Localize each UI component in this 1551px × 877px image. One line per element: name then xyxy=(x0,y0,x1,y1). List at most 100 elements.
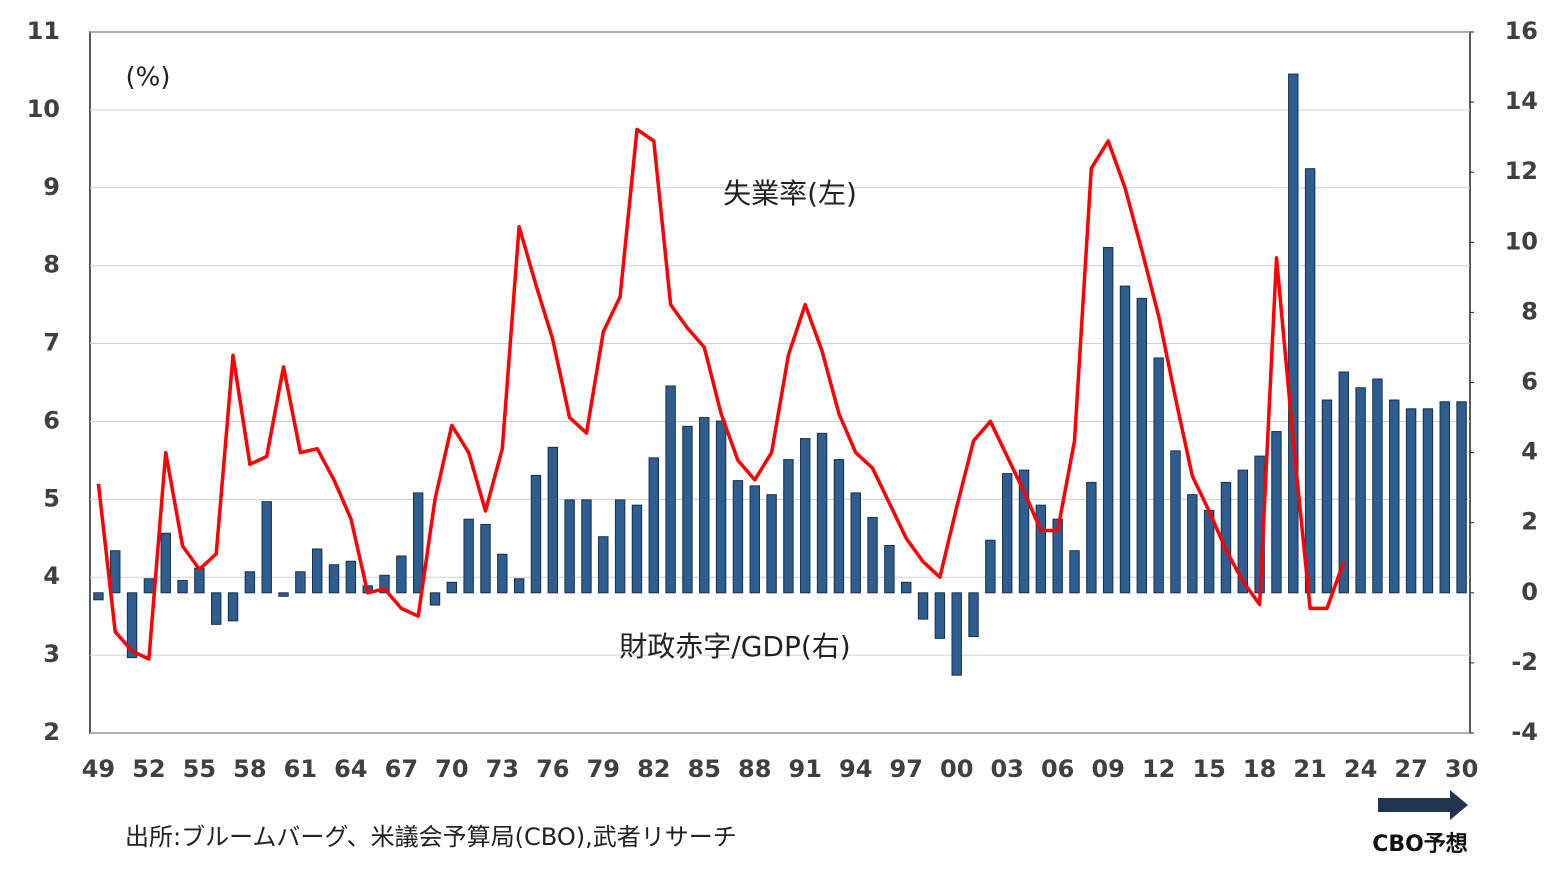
bar xyxy=(648,457,659,594)
bar xyxy=(968,592,979,638)
x-tick-label: 21 xyxy=(1293,755,1326,783)
x-tick-label: 85 xyxy=(688,755,721,783)
bar xyxy=(227,592,239,622)
bar xyxy=(396,555,407,594)
bar xyxy=(1389,399,1400,594)
y-tick-label: 2 xyxy=(43,718,60,746)
y-tick-label: 8 xyxy=(43,251,60,279)
series-label: 失業率(左) xyxy=(723,177,857,210)
bar xyxy=(1338,371,1349,594)
bar xyxy=(530,474,542,594)
y-tick-label: 7 xyxy=(43,329,60,357)
bar xyxy=(497,553,508,594)
bar xyxy=(1405,408,1417,594)
bar xyxy=(1119,285,1131,594)
bar xyxy=(1102,247,1114,594)
bar xyxy=(699,417,710,594)
bar xyxy=(884,544,895,594)
bar xyxy=(295,571,306,594)
bar xyxy=(278,592,289,597)
bar xyxy=(244,571,256,594)
bar xyxy=(715,420,727,594)
bar xyxy=(1237,469,1249,594)
x-tick-label: 15 xyxy=(1192,755,1225,783)
y2-tick-label: -4 xyxy=(1511,718,1538,746)
bar xyxy=(1372,378,1383,594)
bar xyxy=(1321,399,1333,594)
y2-tick-label: 0 xyxy=(1521,578,1538,606)
y-tick-label: 9 xyxy=(43,173,60,201)
bar xyxy=(1271,431,1282,594)
x-tick-label: 97 xyxy=(890,755,923,783)
x-tick-label: 82 xyxy=(637,755,670,783)
bar xyxy=(480,523,491,594)
x-tick-label: 58 xyxy=(233,755,266,783)
bar xyxy=(917,592,929,620)
bar xyxy=(867,516,878,594)
x-tick-label: 70 xyxy=(435,755,468,783)
series-label: 財政赤字/GDP(右) xyxy=(619,630,850,663)
bar xyxy=(547,446,559,594)
bar xyxy=(446,581,458,594)
bar xyxy=(749,485,760,594)
x-tick-label: 91 xyxy=(789,755,822,783)
x-tick-label: 79 xyxy=(587,755,620,783)
bar xyxy=(110,550,121,594)
x-tick-label: 61 xyxy=(284,755,317,783)
bar xyxy=(160,532,171,594)
x-tick-label: 55 xyxy=(183,755,216,783)
bar xyxy=(328,564,340,594)
x-tick-label: 12 xyxy=(1142,755,1175,783)
bar xyxy=(783,459,794,594)
bar xyxy=(1052,518,1063,594)
x-tick-label: 30 xyxy=(1445,755,1478,783)
x-tick-label: 88 xyxy=(738,755,771,783)
y-tick-label: 6 xyxy=(43,406,60,434)
y-tick-label: 5 xyxy=(43,484,60,512)
bar xyxy=(194,567,205,594)
bar xyxy=(1355,387,1366,594)
y2-tick-label: 4 xyxy=(1521,438,1538,466)
x-tick-label: 76 xyxy=(536,755,569,783)
y-tick-label: 10 xyxy=(27,95,60,123)
bar xyxy=(850,492,861,594)
x-tick-label: 06 xyxy=(1041,755,1074,783)
bar xyxy=(261,501,272,594)
bar xyxy=(143,578,155,594)
y2-tick-label: 6 xyxy=(1521,368,1538,396)
bar xyxy=(766,494,777,594)
bar xyxy=(901,581,912,594)
bar xyxy=(934,592,946,639)
bar xyxy=(951,592,962,676)
y-tick-label: 3 xyxy=(43,640,60,668)
y-tick-label: 4 xyxy=(43,562,60,590)
x-tick-label: 67 xyxy=(385,755,418,783)
bar xyxy=(1086,481,1097,594)
y2-tick-label: 8 xyxy=(1521,297,1538,325)
bar xyxy=(1304,168,1316,594)
y2-tick-label: 10 xyxy=(1505,227,1538,255)
bar xyxy=(1170,450,1181,594)
x-tick-label: 00 xyxy=(940,755,973,783)
x-tick-label: 52 xyxy=(132,755,165,783)
bar xyxy=(311,548,323,594)
bar xyxy=(1136,297,1148,594)
bar xyxy=(985,539,996,594)
bar xyxy=(833,459,845,594)
y2-tick-label: 2 xyxy=(1521,508,1538,536)
bar xyxy=(682,425,693,594)
bar xyxy=(412,492,424,594)
bar xyxy=(1153,357,1164,594)
bar xyxy=(1001,473,1013,594)
y2-tick-label: -2 xyxy=(1511,648,1538,676)
bar xyxy=(631,504,643,594)
bar xyxy=(1439,401,1450,594)
y-tick-label: 11 xyxy=(27,17,60,45)
bar xyxy=(614,499,626,594)
plot-frame xyxy=(89,31,1471,734)
bar xyxy=(1018,469,1030,594)
x-tick-label: 09 xyxy=(1091,755,1124,783)
bar xyxy=(211,592,222,625)
bar xyxy=(1187,494,1198,594)
